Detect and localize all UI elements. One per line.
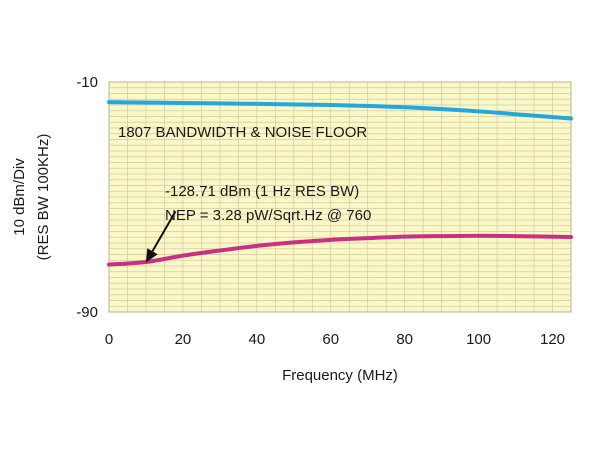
x-tick-label: 40 (248, 331, 265, 348)
y-axis-title-line-2: (RES BW 100KHz) (35, 134, 52, 261)
grid (109, 82, 571, 312)
x-tick-label: 80 (396, 331, 413, 348)
annotation-line-1: -128.71 dBm (1 Hz RES BW) (165, 183, 359, 200)
y-tick-label: -90 (76, 304, 98, 321)
x-axis-title: Frequency (MHz) (282, 367, 398, 384)
annotation-arrow-head (145, 248, 158, 263)
x-tick-label: 100 (466, 331, 491, 348)
x-tick-label: 60 (322, 331, 339, 348)
annotation-line-2: NEP = 3.28 pW/Sqrt.Hz @ 760 (165, 207, 371, 224)
series-layer (107, 100, 573, 267)
annotation-arrow-shaft (151, 210, 177, 252)
x-tick-label: 120 (540, 331, 565, 348)
annotation-title: 1807 BANDWIDTH & NOISE FLOOR (118, 124, 367, 141)
x-tick-label: 20 (175, 331, 192, 348)
series-line-bandwidth (107, 100, 573, 121)
y-axis-title-line-1: 10 dBm/Div (11, 158, 28, 236)
tick-labels: 0 20 40 60 80 100 120 -10 -90 (76, 74, 565, 348)
arrow-layer (145, 210, 177, 263)
series-line-noise-floor (107, 233, 573, 267)
x-tick-label: 0 (105, 331, 113, 348)
plot-border (108, 81, 572, 313)
y-tick-label: -10 (76, 74, 98, 91)
